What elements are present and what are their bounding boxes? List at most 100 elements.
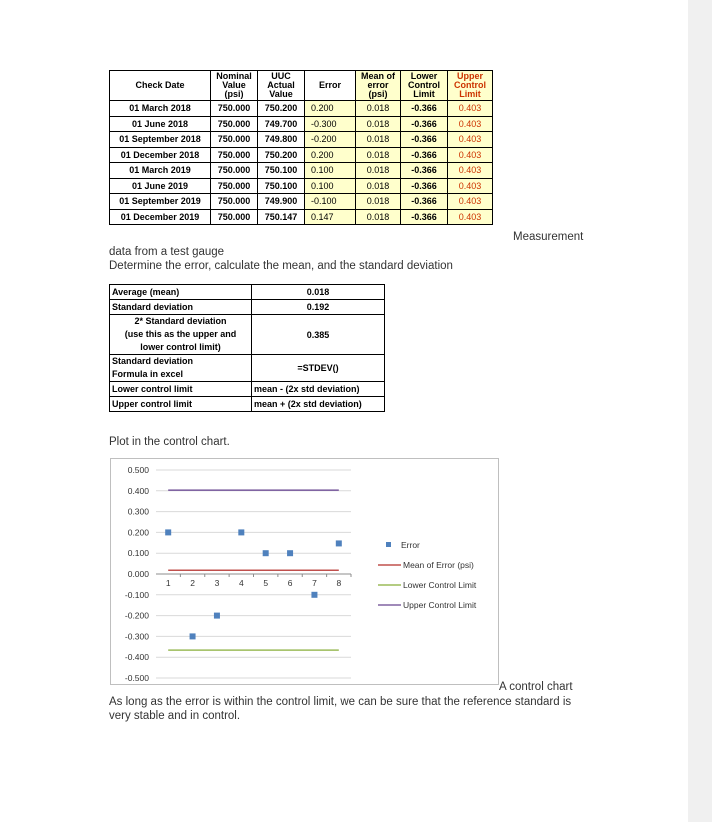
cell-actual: 749.700	[257, 115, 305, 132]
stats-key: Upper control limit	[109, 396, 252, 412]
cell-actual: 750.100	[257, 162, 305, 179]
header-nominal-line: Value	[222, 80, 246, 90]
chart-caption: A control chart	[499, 681, 573, 693]
cell-date: 01 December 2018	[109, 146, 211, 163]
header-mean: Mean of error (psi)	[355, 70, 401, 101]
cell-error: -0.300	[304, 115, 356, 132]
cell-mean: 0.018	[355, 146, 401, 163]
error-point	[311, 591, 318, 598]
cell-ucl: 0.403	[447, 146, 493, 163]
legend-label: Lower Control Limit	[403, 580, 477, 590]
stats-value: mean - (2x std deviation)	[251, 381, 385, 397]
stats-row: Standard deviation 0.192	[109, 299, 385, 315]
cell-lcl: -0.366	[400, 193, 448, 210]
stats-row: Lower control limit mean - (2x std deviat…	[109, 381, 385, 397]
error-point	[238, 529, 245, 536]
cell-ucl: 0.403	[447, 208, 493, 225]
cell-lcl: -0.366	[400, 131, 448, 148]
x-tick-label: 7	[312, 578, 317, 588]
x-tick-label: 8	[336, 578, 341, 588]
table-row: 01 March 2018 750.000 750.200 0.200 0.018 -0.…	[109, 100, 493, 117]
cell-date: 01 March 2018	[109, 100, 211, 117]
y-tick-label: 0.200	[128, 527, 150, 537]
stats-value: mean + (2x std deviation)	[251, 396, 385, 412]
measurement-table: Check Date Nominal Value (psi) UUC Actua…	[109, 70, 493, 225]
y-tick-label: -0.300	[125, 631, 149, 641]
cell-lcl: -0.366	[400, 208, 448, 225]
cell-mean: 0.018	[355, 131, 401, 148]
cell-date: 01 September 2019	[109, 193, 211, 210]
cell-ucl: 0.403	[447, 193, 493, 210]
stats-value: 0.385	[251, 314, 385, 355]
cell-error: 0.100	[304, 162, 356, 179]
cell-ucl: 0.403	[447, 115, 493, 132]
conclusion-line-2: very stable and in control.	[109, 710, 241, 722]
caption-measurement: Measurement	[513, 231, 584, 243]
header-actual-line: Actual	[267, 80, 295, 90]
cell-error: -0.200	[304, 131, 356, 148]
stats-row: Upper control limit mean + (2x std deviat…	[109, 396, 385, 412]
cell-nominal: 750.000	[210, 131, 258, 148]
control-chart-svg: 0.500 0.400 0.300 0.200 0.100 0.000 -0.100 -0.2…	[125, 465, 477, 683]
cell-lcl: -0.366	[400, 146, 448, 163]
x-tick-label: 5	[263, 578, 268, 588]
statistics-table-body: Average (mean) 0.018 Standard deviation 0.1…	[109, 284, 385, 412]
x-tick-label: 4	[239, 578, 244, 588]
table-row: 01 December 2018 750.000 750.200 0.200 0.018…	[109, 146, 493, 163]
cell-lcl: -0.366	[400, 100, 448, 117]
cell-date: 01 March 2019	[109, 162, 211, 179]
table-row: 01 June 2019 750.000 750.100 0.100 0.018 -0.3…	[109, 177, 493, 194]
cell-actual: 750.200	[257, 146, 305, 163]
header-check-date: Check Date	[109, 70, 211, 101]
stats-key: Average (mean)	[109, 284, 252, 300]
legend-marker	[386, 542, 391, 547]
viewer-background	[688, 0, 712, 822]
x-tick-label: 3	[215, 578, 220, 588]
header-mean-line: (psi)	[368, 89, 388, 99]
error-point	[189, 633, 196, 640]
stats-value: 0.018	[251, 284, 385, 300]
header-nominal: Nominal Value (psi)	[210, 70, 258, 101]
cell-mean: 0.018	[355, 100, 401, 117]
cell-ucl: 0.403	[447, 131, 493, 148]
cell-nominal: 750.000	[210, 146, 258, 163]
measurement-table-body: 01 March 2018 750.000 750.200 0.200 0.018 -0.…	[109, 100, 493, 225]
y-tick-label: 0.300	[128, 507, 150, 517]
x-tick-label: 6	[288, 578, 293, 588]
error-point	[262, 550, 269, 557]
stats-value: 0.192	[251, 299, 385, 315]
y-tick-label: -0.400	[125, 652, 149, 662]
table-row: 01 December 2019 750.000 750.147 0.147 0.018…	[109, 208, 493, 225]
instruction-compute: Determine the error, calculate the mean,…	[109, 260, 453, 272]
table-row: 01 June 2018 750.000 749.700 -0.300 0.018 -0.…	[109, 115, 493, 132]
instruction-plot: Plot in the control chart.	[109, 436, 230, 448]
legend-label: Error	[401, 540, 420, 550]
cell-mean: 0.018	[355, 193, 401, 210]
header-lcl-line: Control	[408, 80, 440, 90]
cell-date: 01 September 2018	[109, 131, 211, 148]
stats-key-line: Upper control limit	[112, 398, 193, 409]
cell-nominal: 750.000	[210, 177, 258, 194]
header-lcl: Lower Control Limit	[400, 70, 448, 101]
stats-row: Standard deviation Formula in excel =STDEV…	[109, 354, 385, 382]
y-tick-label: 0.100	[128, 548, 150, 558]
cell-ucl: 0.403	[447, 177, 493, 194]
table-row: 01 September 2019 750.000 749.900 -0.100 0.0…	[109, 193, 493, 210]
legend-label: Mean of Error (psi)	[403, 560, 474, 570]
y-tick-label: -0.200	[125, 611, 149, 621]
cell-error: 0.200	[304, 146, 356, 163]
header-error: Error	[304, 70, 356, 101]
measurement-table-header: Check Date Nominal Value (psi) UUC Actua…	[109, 70, 493, 101]
header-ucl-line: Control	[454, 80, 486, 90]
stats-key-line: Standard deviation	[112, 356, 194, 366]
header-lcl-line: Lower	[410, 71, 438, 81]
legend-label: Upper Control Limit	[403, 600, 477, 610]
error-point	[335, 540, 342, 547]
cell-lcl: -0.366	[400, 177, 448, 194]
stats-key-line: Standard deviation	[112, 301, 194, 312]
header-nominal-line: (psi)	[224, 89, 244, 99]
error-point	[287, 550, 294, 557]
header-nominal-line: Nominal	[216, 71, 252, 81]
stats-row: 2* Standard deviation (use this as the up…	[109, 314, 385, 355]
cell-error: 0.200	[304, 100, 356, 117]
